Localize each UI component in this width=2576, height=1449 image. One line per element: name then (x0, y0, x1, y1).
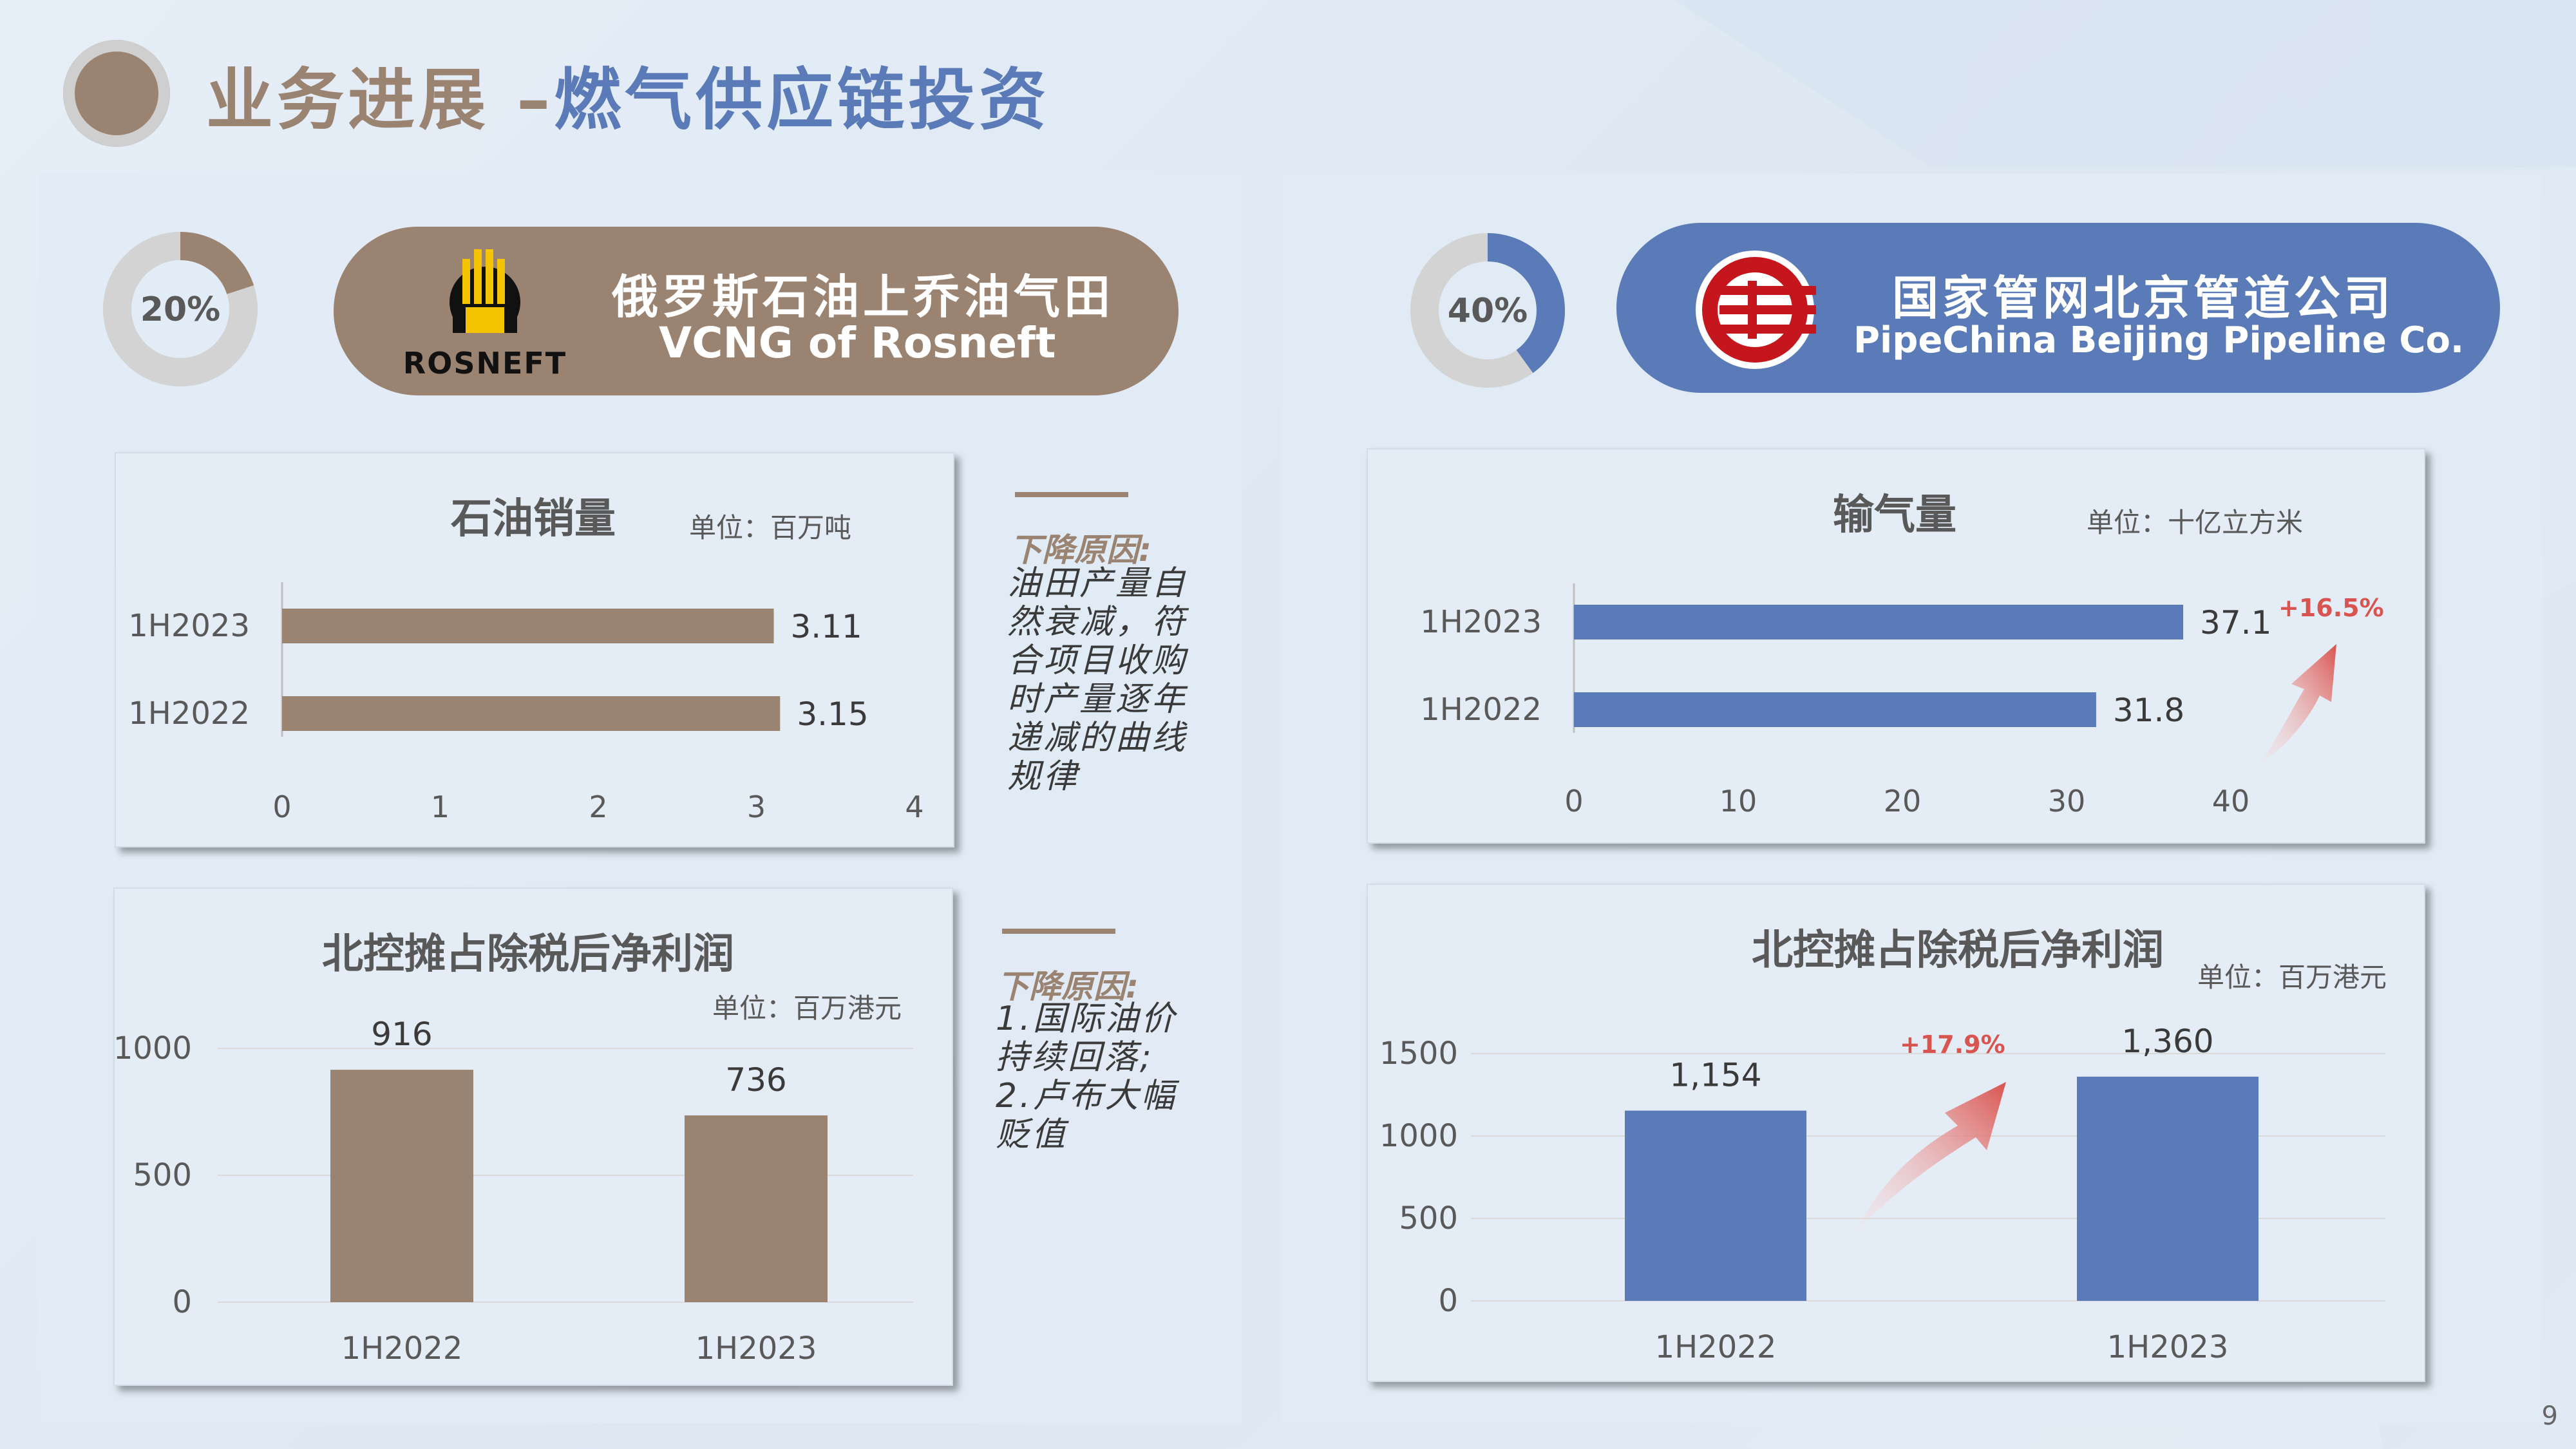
growth-arrow-icon (2260, 644, 2336, 763)
note-line-text: 贬值 (996, 1115, 1068, 1154)
y-tick-label: 1500 (1379, 1036, 1458, 1072)
bar (1574, 605, 2184, 639)
y-tick-label: 1000 (1379, 1118, 1458, 1154)
x-tick-label: 4 (905, 790, 923, 824)
data-label: 1,360 (2121, 1023, 2213, 1060)
chart-card-left-profit: 北控摊占除税后净利润 单位：百万港元 0 500 1000 916 1H2022 736 1… (113, 887, 953, 1386)
page-title-left: 业务进展 – (206, 60, 554, 139)
note-line-text: 持续回落; (996, 1038, 1154, 1077)
right-company-name-cn: 国家管网北京管道公司 (1892, 271, 2395, 325)
category-label: 1H2022 (341, 1331, 463, 1367)
note-line-text: 2.卢布大幅 (996, 1077, 1177, 1115)
data-label: 31.8 (2113, 692, 2184, 729)
category-label: 1H2023 (696, 1331, 817, 1367)
page-number: 9 (2541, 1401, 2558, 1431)
chart-unit: 单位：百万港元 (712, 992, 902, 1024)
y-tick-label: 0 (1438, 1283, 1458, 1319)
left-profit-chart: 0 500 1000 916 1H2022 736 1H2023 (113, 1016, 913, 1367)
x-tick-label: 2 (589, 790, 607, 824)
right-profit-chart: 0 500 1000 1500 1,154 1H2022 1,360 1H2023 (1379, 1023, 2385, 1365)
bar (1625, 1110, 1806, 1301)
oil-sales-chart: 0 1 2 3 4 1H2023 3.11 1H2022 3.15 (128, 582, 924, 824)
note-heading: 下降原因: (1010, 531, 1151, 569)
title-bullet-icon (63, 40, 170, 147)
note-line-text: 时产量逐年 (1007, 680, 1188, 719)
category-label: 1H2022 (128, 696, 250, 732)
y-tick-label: 500 (133, 1157, 192, 1193)
left-share-label: 20% (140, 290, 220, 329)
chart-card-gas-volume: 输气量 单位：十亿立方米 0 10 20 30 40 1H2023 37.1 1H2022 31… (1367, 448, 2425, 844)
chart-title: 石油销量 (451, 495, 616, 543)
note-line-text: 递减的曲线 (1007, 719, 1188, 757)
right-share-label: 40% (1448, 292, 1528, 330)
left-company-name-en: VCNG of Rosneft (659, 318, 1056, 368)
note-body: 1.国际油价 持续回落; 2.卢布大幅 贬值 (996, 999, 1227, 1154)
rosneft-logo-text: ROSNEFT (403, 346, 567, 381)
growth-label: +16.5% (2278, 594, 2384, 622)
x-tick-label: 0 (272, 790, 291, 824)
note-line-text: 然衰减，符 (1007, 603, 1188, 641)
y-tick-label: 1000 (113, 1030, 192, 1066)
x-tick-label: 3 (747, 790, 766, 824)
x-tick-label: 1 (431, 790, 450, 824)
pipechina-logo-icon (1696, 251, 1816, 369)
chart-title: 输气量 (1833, 491, 1956, 539)
y-tick-label: 0 (172, 1284, 192, 1320)
bar (685, 1115, 828, 1302)
bar (282, 696, 781, 731)
note-body: 油田产量自 然衰减，符 合项目收购 时产量逐年 递减的曲线 规律 (1007, 564, 1226, 796)
data-label: 916 (371, 1016, 432, 1053)
note-line-text: 油田产量自 (1007, 564, 1188, 603)
right-company-name-en: PipeChina Beijing Pipeline Co. (1853, 319, 2465, 361)
x-tick-label: 40 (2212, 784, 2250, 819)
note-line-text: 1.国际油价 (996, 999, 1177, 1038)
gas-volume-chart: 0 10 20 30 40 1H2023 37.1 1H2022 31.8 (1420, 583, 2271, 819)
note-divider (1002, 929, 1115, 934)
data-label: 736 (725, 1061, 786, 1099)
bar (2077, 1076, 2259, 1301)
chart-card-right-profit: 北控摊占除税后净利润 单位：百万港元 0 500 1000 1500 1,154 1H20… (1367, 884, 2425, 1382)
x-tick-label: 30 (2048, 784, 2086, 819)
note-divider (1015, 492, 1128, 497)
data-label: 1,154 (1669, 1057, 1761, 1094)
growth-arrow-icon (1855, 1082, 2006, 1232)
left-share-donut: 20% (103, 232, 258, 386)
x-tick-label: 0 (1564, 784, 1583, 819)
growth-label: +17.9% (1900, 1030, 2005, 1059)
bar (1574, 692, 2096, 727)
chart-unit: 单位：十亿立方米 (2087, 507, 2304, 538)
y-tick-label: 500 (1399, 1200, 1458, 1236)
chart-unit: 单位：百万吨 (689, 512, 852, 544)
bar (330, 1070, 473, 1302)
chart-card-oil-sales: 石油销量 单位：百万吨 0 1 2 3 4 1H2023 3.11 1H2022 3.15 (115, 452, 954, 848)
note-heading: 下降原因: (997, 968, 1139, 1005)
page-title-right: 燃气供应链投资 (554, 60, 1050, 139)
data-label: 37.1 (2200, 604, 2271, 641)
category-label: 1H2023 (128, 608, 250, 644)
note-line-text: 规律 (1007, 757, 1080, 796)
category-label: 1H2023 (1420, 604, 1542, 640)
category-label: 1H2023 (2107, 1329, 2229, 1365)
bar (282, 609, 774, 643)
chart-title: 北控摊占除税后净利润 (322, 931, 734, 978)
category-label: 1H2022 (1655, 1329, 1777, 1365)
chart-title: 北控摊占除税后净利润 (1752, 927, 2164, 974)
right-company-pill: 国家管网北京管道公司 PipeChina Beijing Pipeline Co… (1616, 223, 2500, 393)
left-company-pill: ROSNEFT 俄罗斯石油上乔油气田 VCNG of Rosneft (334, 227, 1179, 395)
right-share-donut: 40% (1410, 233, 1565, 388)
data-label: 3.15 (797, 696, 868, 733)
category-label: 1H2022 (1420, 692, 1542, 728)
x-tick-label: 10 (1719, 784, 1757, 819)
data-label: 3.11 (791, 608, 862, 645)
note-line-text: 合项目收购 (1007, 641, 1188, 680)
x-tick-label: 20 (1884, 784, 1922, 819)
rosneft-logo-icon: ROSNEFT (403, 249, 567, 381)
page-title: 业务进展 – 燃气供应链投资 (206, 52, 1050, 139)
chart-unit: 单位：百万港元 (2197, 961, 2387, 993)
left-company-name-cn: 俄罗斯石油上乔油气田 (612, 270, 1115, 324)
